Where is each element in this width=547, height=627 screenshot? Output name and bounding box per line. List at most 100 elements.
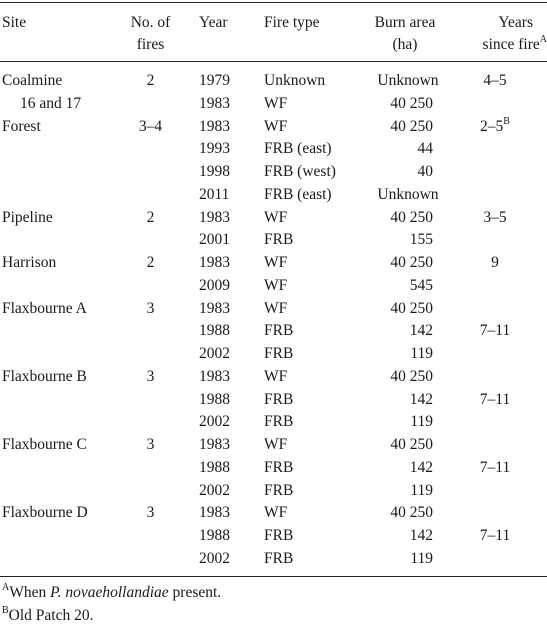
cell-no-of-fires: 3 xyxy=(128,366,173,388)
cell-burn-area: 40 250 xyxy=(365,366,433,388)
cell-year-text: 1988 xyxy=(199,322,230,340)
table-row: Flaxbourne A 3 1983 WF 40 250 xyxy=(0,298,547,321)
cell-year: 1983 xyxy=(199,298,230,320)
table-row: 1993 FRB (east) 44 xyxy=(0,138,547,161)
table-row: 1988 FRB 142 7–11 xyxy=(0,320,547,343)
cell-fire-type-text: FRB xyxy=(264,549,294,567)
cell-year-text: 2002 xyxy=(199,413,230,431)
cell-fire-type: FRB xyxy=(264,320,293,342)
cell-burn-area-text: 40 250 xyxy=(390,299,433,317)
cell-site: Harrison xyxy=(2,252,56,274)
cell-years-since-fire-text: 7–11 xyxy=(479,322,511,340)
cell-fire-type: FRB xyxy=(264,548,293,570)
cell-fire-type-text: FRB xyxy=(264,481,294,499)
cell-fire-type: FRB xyxy=(264,389,293,411)
cell-site: Flaxbourne D xyxy=(2,502,88,524)
cell-years-since-fire: 2–5B xyxy=(465,116,525,138)
cell-year: 2002 xyxy=(199,548,230,570)
cell-burn-area: 40 250 xyxy=(365,502,433,524)
cell-year: 1998 xyxy=(199,161,230,183)
cell-year: 1983 xyxy=(199,434,230,456)
cell-years-since-fire: 3–5 xyxy=(465,207,525,229)
cell-year: 1983 xyxy=(199,366,230,388)
cell-year: 2009 xyxy=(199,275,230,297)
cell-years-since-fire: 7–11 xyxy=(465,389,525,411)
cell-year-text: 2009 xyxy=(199,276,230,294)
table-row: Forest 3–4 1983 WF 40 250 2–5B xyxy=(0,116,547,139)
cell-years-since-fire-text: 2–5 xyxy=(480,117,504,135)
cell-years-since-fire: 9 xyxy=(465,252,525,274)
cell-burn-area-text: Unknown xyxy=(377,185,439,203)
cell-years-since-fire-text: 7–11 xyxy=(479,527,511,544)
cell-year-text: 1983 xyxy=(199,436,230,453)
cell-burn-area: 40 250 xyxy=(365,252,433,274)
cell-years-since-fire-text: 7–11 xyxy=(479,458,511,476)
cell-year-text: 1983 xyxy=(199,299,230,317)
header-bottom-rule xyxy=(0,61,547,62)
table-row: 2011 FRB (east) Unknown xyxy=(0,184,547,207)
header-since-text: since fire xyxy=(482,36,540,53)
cell-year: 1988 xyxy=(199,525,230,547)
cell-burn-area: 44 xyxy=(365,138,434,160)
cell-fire-type: FRB xyxy=(264,229,293,251)
cell-fire-type: WF xyxy=(264,502,287,524)
cell-year: 2002 xyxy=(199,343,230,365)
cell-fire-type-text: WF xyxy=(264,117,288,135)
cell-year: 2002 xyxy=(199,411,230,433)
cell-no-of-fires-text: 3 xyxy=(146,504,155,522)
cell-site: Flaxbourne A xyxy=(2,298,87,320)
cell-fire-type-text: FRB (west) xyxy=(264,163,336,180)
footnote-marker-a: A xyxy=(539,34,547,45)
cell-site-text: Flaxbourne B xyxy=(2,367,87,385)
header-years-since-fire: Years since fireA xyxy=(463,12,547,56)
cell-year: 1983 xyxy=(199,502,230,524)
cell-year-text: 2011 xyxy=(199,185,230,203)
cell-years-since-fire-text: 9 xyxy=(491,254,499,271)
header-since-line2: since fireA xyxy=(463,34,547,56)
header-burn-area: Burn area (ha) xyxy=(365,12,445,56)
table-row: 2002 FRB 119 xyxy=(0,411,547,434)
cell-site: Pipeline xyxy=(2,207,53,229)
cell-burn-area-text: 142 xyxy=(409,322,433,340)
cell-year: 1983 xyxy=(199,252,230,274)
cell-fire-type-text: WF xyxy=(264,276,288,294)
cell-fire-type: WF xyxy=(264,298,287,320)
cell-site: Coalmine xyxy=(2,70,62,92)
cell-burn-area: Unknown xyxy=(372,70,444,92)
cell-no-of-fires-text: 2 xyxy=(146,208,155,226)
cell-burn-area: 119 xyxy=(365,343,433,365)
table-row: Flaxbourne B 3 1983 WF 40 250 xyxy=(0,366,547,389)
header-burn-area-line1: Burn area xyxy=(374,14,436,31)
footnote-a-species: P. novaehollandiae xyxy=(50,584,169,601)
cell-year: 1983 xyxy=(199,207,230,229)
cell-years-since-fire-text: 4–5 xyxy=(483,72,507,89)
cell-burn-area-text: 40 250 xyxy=(390,367,433,385)
cell-no-of-fires: 3–4 xyxy=(128,116,173,138)
cell-year: 1988 xyxy=(199,389,230,411)
cell-site-text: Harrison xyxy=(2,254,57,271)
cell-year: 1983 xyxy=(199,93,230,115)
cell-fire-type-text: FRB xyxy=(264,390,294,408)
header-year: Year xyxy=(199,14,228,31)
cell-burn-area-text: 119 xyxy=(410,549,433,567)
cell-fire-type-text: FRB (east) xyxy=(264,185,332,203)
footnote-b-mark: B xyxy=(2,605,9,616)
cell-fire-type: FRB (west) xyxy=(264,161,336,183)
cell-years-since-fire-text: 7–11 xyxy=(479,390,511,408)
cell-burn-area: Unknown xyxy=(372,184,444,206)
table-row: Flaxbourne C 3 1983 WF 40 250 xyxy=(0,434,547,457)
cell-burn-area: 155 xyxy=(365,229,433,251)
cell-fire-type: WF xyxy=(264,275,287,297)
cell-burn-area-text: 155 xyxy=(409,231,433,249)
cell-site: 16 and 17 xyxy=(2,93,81,115)
cell-site-text: Pipeline xyxy=(2,208,53,226)
table-row: Harrison 2 1983 WF 40 250 9 xyxy=(0,252,547,275)
cell-no-of-fires: 3 xyxy=(128,434,173,456)
cell-burn-area: 40 250 xyxy=(365,434,433,456)
cell-burn-area-text: 119 xyxy=(410,481,433,499)
cell-year-text: 1983 xyxy=(199,208,230,226)
cell-year: 1979 xyxy=(199,70,230,92)
cell-year: 1993 xyxy=(199,138,230,160)
cell-year-text: 2002 xyxy=(199,345,230,362)
table-bottom-rule xyxy=(0,575,547,577)
